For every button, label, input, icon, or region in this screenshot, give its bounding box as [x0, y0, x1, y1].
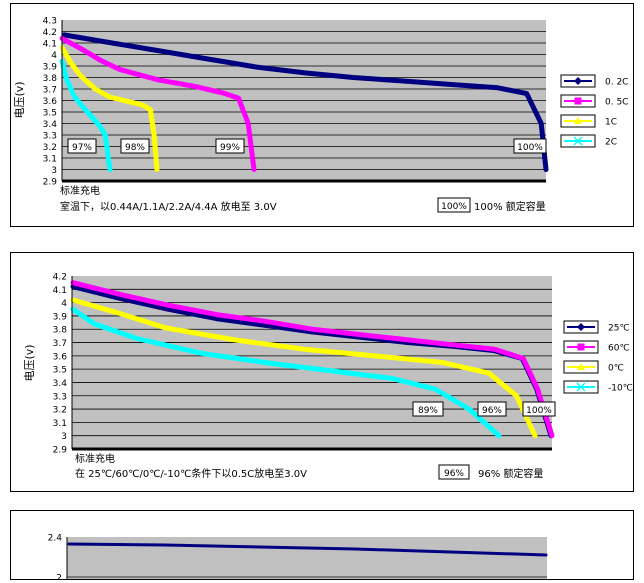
chart-2-y-label: 电压(v) — [23, 344, 36, 381]
svg-text:97%: 97% — [72, 143, 92, 153]
y-tick-label: 2 — [56, 574, 62, 580]
svg-text:89%: 89% — [418, 406, 438, 416]
y-tick-label: 4.1 — [53, 286, 67, 296]
y-tick-label: 2.9 — [43, 178, 58, 188]
y-tick-label: 3.6 — [53, 352, 68, 362]
y-tick-label: 3.5 — [53, 366, 67, 376]
chart-2-capacity-text: 96% 额定容量 — [478, 467, 543, 480]
y-tick-label: 3.3 — [43, 132, 57, 142]
y-tick-label: 3.6 — [43, 97, 58, 107]
legend-marker — [577, 343, 585, 351]
y-tick-label: 4 — [51, 51, 57, 61]
legend-marker — [576, 382, 586, 392]
legend-label: -10℃ — [608, 384, 633, 394]
y-tick-label: 4.2 — [43, 28, 57, 38]
chart-1-y-label: 电压(v) — [13, 81, 26, 118]
series-line — [70, 306, 502, 439]
chart-3-y-ticks: 2.42 — [48, 534, 63, 583]
y-tick-label: 3 — [51, 166, 57, 176]
chart-2-percent-label: 100% — [522, 401, 556, 417]
series-line — [59, 58, 113, 172]
chart-2-capacity-box-label: 96% — [444, 469, 464, 479]
y-tick-label: 3.7 — [43, 86, 57, 96]
chart-1-legend: 0. 2C 0. 5C 1C 2C — [560, 74, 628, 148]
series-line — [59, 45, 160, 172]
series-line — [70, 280, 555, 439]
svg-text:96%: 96% — [482, 406, 502, 416]
chart-3-lines — [67, 542, 548, 557]
chart-1-capacity-box — [437, 197, 471, 213]
y-tick-label: 3.1 — [53, 419, 67, 429]
legend-marker — [574, 117, 582, 124]
legend-label: 1C — [605, 118, 617, 128]
chart-1-capacity-box-label: 100% — [441, 202, 467, 212]
y-tick-label: 3.4 — [53, 379, 68, 389]
legend-marker — [577, 323, 585, 331]
y-tick-label: 4.3 — [43, 17, 57, 27]
series-line — [70, 297, 538, 439]
chart-1-lines — [59, 32, 549, 172]
chart-2-percent-label: 96% — [477, 401, 507, 417]
svg-text:99%: 99% — [220, 143, 240, 153]
series-line — [59, 35, 257, 172]
chart-1-percent-label: 97% — [67, 138, 97, 154]
y-tick-label: 2.4 — [48, 534, 63, 544]
legend-label: 0. 5C — [605, 98, 628, 108]
chart-panel-3: 2.4 2 — [10, 510, 634, 583]
y-tick-label: 3.5 — [43, 109, 57, 119]
y-tick-label: 3.2 — [53, 406, 67, 416]
chart-2-footer-line1: 标准充电 — [75, 452, 115, 465]
legend-marker — [577, 363, 585, 370]
chart-1-percent-label: 99% — [215, 138, 245, 154]
chart-2-footer-line2: 在 25℃/60℃/0℃/-10℃条件下以0.5C放电至3.0V — [75, 467, 307, 480]
svg-text:98%: 98% — [125, 143, 145, 153]
chart-panel-1: 4.3 4.2 4.1 4 3.9 3.8 3.7 3.6 3.5 3.4 3.3 3.2 3.1 3 2.… — [10, 3, 634, 227]
y-tick-label: 3 — [61, 432, 67, 442]
legend-label: 0℃ — [608, 364, 624, 374]
y-tick-label: 3.8 — [53, 326, 68, 336]
legend-label: 60℃ — [608, 344, 630, 354]
legend-label: 25℃ — [608, 324, 630, 334]
chart-1-footer-line1: 标准充电 — [60, 184, 100, 197]
y-tick-label: 3.9 — [53, 312, 68, 322]
y-tick-label: 3.8 — [43, 74, 58, 84]
series-line — [61, 32, 549, 172]
legend-marker — [574, 77, 582, 85]
chart-2-lines — [70, 280, 555, 439]
chart-1-svg: 4.34.2 4.14 3.93.8 3.73.6 3.53.4 3.33.2 3.13 2.… — [13, 17, 628, 214]
chart-2-y-ticks: 4.2 4.1 4 3.9 3.8 3.7 3.6 3.5 3.4 3.3 3.2 3.1 3 2.9 — [53, 273, 68, 456]
chart-2-legend: 25℃ 60℃ 0℃ -10℃ — [563, 320, 633, 394]
chart-1-y-ticks: 4.34.2 4.14 3.93.8 3.73.6 3.53.4 3.33.2 3.13 2.… — [43, 17, 58, 188]
series-line — [67, 542, 548, 557]
chart-1-grid — [62, 31, 546, 170]
y-tick-label: 3.4 — [43, 120, 58, 130]
chart-1-capacity-text: 100% 额定容量 — [474, 200, 546, 213]
svg-text:100%: 100% — [517, 143, 543, 153]
y-tick-label: 2.9 — [53, 446, 68, 456]
y-tick-label: 3.3 — [53, 392, 67, 402]
legend-marker — [573, 136, 583, 146]
y-tick-label: 3.1 — [43, 155, 57, 165]
y-tick-label: 3.7 — [53, 339, 67, 349]
legend-label: 2C — [605, 138, 617, 148]
y-tick-label: 4.2 — [53, 273, 67, 283]
chart-1-footer-line2: 室温下，以0.44A/1.1A/2.2A/4.4A 放电至 3.0V — [60, 200, 277, 213]
y-tick-label: 4 — [61, 299, 67, 309]
chart-panel-2: 4.2 4.1 4 3.9 3.8 3.7 3.6 3.5 3.4 3.3 3.2 3.1 3 2.9 电… — [10, 252, 634, 492]
svg-text:100%: 100% — [526, 406, 552, 416]
chart-2-percent-label: 89% — [412, 401, 444, 417]
chart-1-percent-label: 98% — [120, 138, 150, 154]
y-tick-label: 3.9 — [43, 63, 58, 73]
chart-2-capacity-box — [438, 464, 470, 480]
y-tick-label: 4.1 — [43, 40, 57, 50]
chart-1-percent-label: 100% — [513, 138, 547, 154]
legend-label: 0. 2C — [605, 78, 628, 88]
y-tick-label: 3.2 — [43, 143, 57, 153]
legend-marker — [574, 97, 582, 105]
chart-2-svg: 4.2 4.1 4 3.9 3.8 3.7 3.6 3.5 3.4 3.3 3.2 3.1 3 2.9 电… — [23, 273, 633, 481]
chart-3-svg: 2.42 — [48, 534, 548, 583]
